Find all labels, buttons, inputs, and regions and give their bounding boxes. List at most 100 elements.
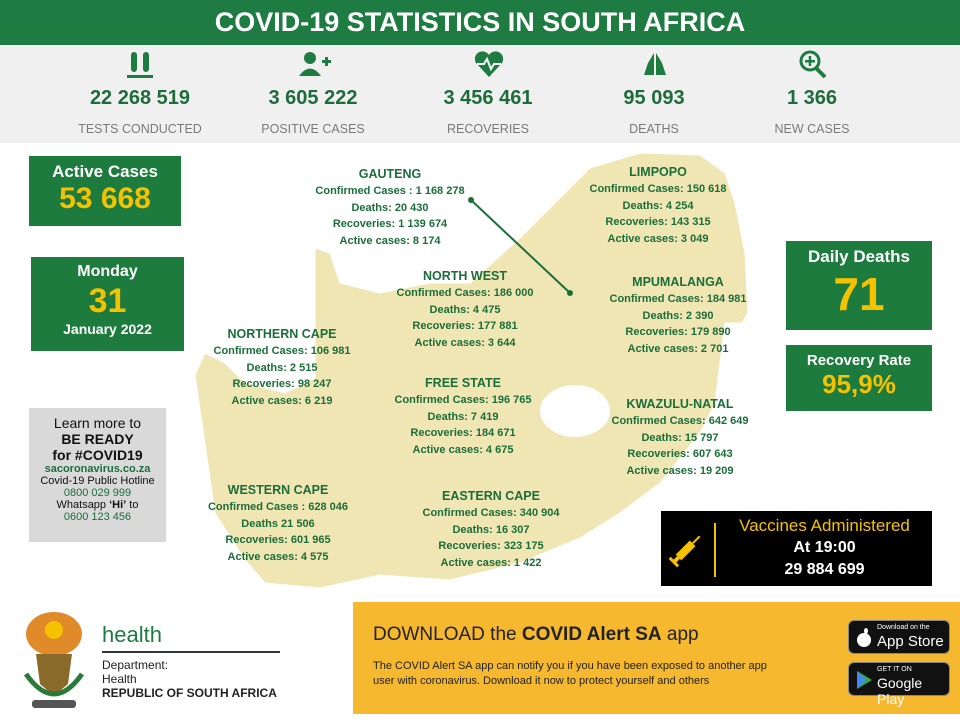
praying-hands-icon (644, 53, 666, 75)
province-line: Active cases: 1 422 (440, 556, 542, 569)
play-icon (857, 671, 872, 689)
stat: 1 366 NEW CASES (727, 45, 897, 143)
province-name: KWAZULU-NATAL (626, 397, 734, 411)
province-line: Active cases: 3 644 (414, 336, 516, 349)
google-play-badge[interactable]: GET IT ON Google Play (848, 662, 950, 707)
province-name: WESTERN CAPE (227, 483, 329, 497)
whatsapp-text: to (129, 499, 139, 511)
province-line: Active cases: 4 675 (412, 443, 514, 456)
date-box: Monday 31 January 2022 (31, 257, 184, 351)
active-cases-box: Active Cases 53 668 (29, 156, 181, 226)
download-banner: DOWNLOAD the COVID Alert SA app The COVI… (353, 602, 960, 714)
province-line: Confirmed Cases : 628 046 (207, 501, 348, 513)
map (194, 152, 749, 589)
vaccines-value: 29 884 699 (784, 561, 865, 578)
province-line: Recoveries: 143 315 (605, 216, 711, 228)
province-line: Recoveries: 98 247 (232, 378, 332, 390)
province-line: Active cases: 3 049 (607, 232, 709, 245)
province-line: Deaths 21 506 (241, 517, 315, 530)
stat-value: 1 366 (786, 87, 838, 109)
stat: 95 093 DEATHS (569, 45, 739, 143)
lesotho (540, 385, 610, 437)
whatsapp-text: Whatsapp (56, 499, 107, 511)
syringe-icon (668, 535, 701, 568)
province-line: Recoveries: 607 643 (627, 448, 733, 460)
learn-line: for #COVID19 (52, 447, 143, 463)
box-value: 71 (833, 268, 885, 320)
day: 31 (88, 282, 127, 320)
province-line: Deaths: 4 254 (622, 199, 694, 212)
province-line: Active cases: 19 209 (626, 464, 734, 477)
stats-strip: 22 268 519 TESTS CONDUCTED 3 605 222 POS… (0, 45, 960, 143)
badge-small: Download on the (877, 624, 930, 631)
whatsapp-number: 0600 123 456 (63, 511, 132, 523)
whatsapp-line: Whatsapp ‘Hi’ to (29, 499, 166, 511)
download-text: DOWNLOAD the (373, 624, 517, 645)
test-tube-icon (127, 52, 153, 78)
search-plus-icon (799, 50, 827, 79)
department: Department: (102, 658, 169, 672)
download-text: app (666, 624, 699, 645)
province-line: Active cases: 6 219 (231, 394, 333, 407)
province-line: Deaths: 2 515 (246, 361, 318, 374)
pointer-dot (567, 290, 573, 296)
weekday: Monday (77, 263, 138, 280)
box-label: Recovery Rate (806, 352, 912, 369)
province: NORTHERN CAPE Confirmed Cases: 106 981 Dea… (172, 325, 392, 409)
apple-icon (857, 628, 871, 647)
website[interactable]: sacoronavirus.co.za (44, 463, 151, 475)
province-line: Recoveries: 323 175 (438, 540, 544, 552)
stat-value: 3 605 222 (268, 87, 358, 109)
badge-small: GET IT ON (877, 666, 912, 673)
download-app-name: COVID Alert SA (521, 624, 662, 645)
province: KWAZULU-NATAL Confirmed Cases: 642 649 Dea… (570, 395, 790, 479)
box-label: Daily Deaths (807, 247, 911, 266)
province-line: Active cases: 2 701 (627, 342, 729, 355)
pointer-dot (468, 197, 474, 203)
province-line: Recoveries: 179 890 (625, 326, 731, 338)
province-line: Confirmed Cases: 106 981 (213, 345, 351, 357)
province-name: MPUMALANGA (632, 275, 724, 289)
province-line: Deaths: 4 475 (429, 303, 501, 316)
divider (714, 523, 716, 577)
province-name: FREE STATE (425, 376, 501, 390)
pointer-line (470, 199, 571, 294)
download-heading: DOWNLOAD the COVID Alert SA app (373, 624, 699, 646)
province: FREE STATE Confirmed Cases: 196 765 Deaths… (353, 374, 573, 458)
month-year: January 2022 (63, 321, 152, 337)
vaccines-title: Vaccines Administered (739, 516, 910, 535)
stat-label: POSITIVE CASES (261, 122, 365, 136)
page-title: COVID-19 STATISTICS IN SOUTH AFRICA (0, 0, 960, 45)
province-line: Recoveries: 184 671 (410, 427, 516, 439)
province-line: Deaths: 15 797 (641, 431, 719, 444)
province-line: Confirmed Cases : 1 168 278 (315, 185, 465, 197)
learn-line: BE READY (61, 431, 134, 447)
province-name: NORTH WEST (422, 269, 508, 283)
app-store-badge[interactable]: Download on the App Store (848, 620, 950, 654)
province-name: NORTHERN CAPE (227, 327, 337, 341)
province: LIMPOPO Confirmed Cases: 150 618 Deaths: 4… (548, 163, 768, 247)
box-label: Active Cases (52, 162, 158, 181)
province-line: Active cases: 4 575 (227, 550, 329, 563)
hotline: 0800 029 999 (63, 487, 132, 499)
province-line: Deaths: 2 390 (642, 309, 714, 322)
recovery-rate-box: Recovery Rate 95,9% (786, 345, 932, 411)
province-line: Recoveries: 601 965 (225, 534, 331, 546)
country: REPUBLIC OF SOUTH AFRICA (102, 686, 277, 700)
stat: 3 605 222 POSITIVE CASES (228, 45, 398, 143)
department-name: Health (102, 672, 137, 686)
daily-deaths-box: Daily Deaths 71 (786, 241, 932, 330)
province-line: Confirmed Cases: 150 618 (589, 183, 727, 195)
province-line: Deaths: 20 430 (351, 201, 429, 214)
logo-rule (102, 651, 280, 653)
stat-label: RECOVERIES (447, 122, 529, 136)
box-value: 95,9% (822, 369, 896, 399)
province: GAUTENG Confirmed Cases : 1 168 278 Deaths… (280, 165, 500, 249)
province-name: LIMPOPO (629, 165, 687, 179)
province-line: Deaths: 7 419 (427, 410, 499, 423)
health-logo: health (102, 622, 162, 647)
province-line: Recoveries: 177 881 (412, 320, 518, 332)
province-line: Recoveries: 1 139 674 (332, 218, 448, 230)
province-line: Active cases: 8 174 (339, 234, 441, 247)
